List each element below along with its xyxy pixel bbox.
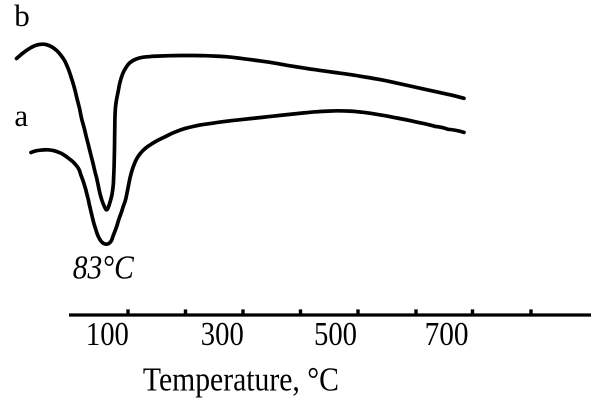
svg-text:a: a: [14, 98, 28, 133]
svg-text:500: 500: [314, 316, 357, 353]
svg-text:Temperature, °C: Temperature, °C: [143, 362, 339, 399]
svg-text:300: 300: [201, 316, 244, 353]
svg-text:100: 100: [86, 316, 129, 353]
svg-text:b: b: [14, 0, 30, 33]
svg-text:83°C: 83°C: [73, 250, 135, 287]
svg-text:700: 700: [425, 316, 469, 353]
